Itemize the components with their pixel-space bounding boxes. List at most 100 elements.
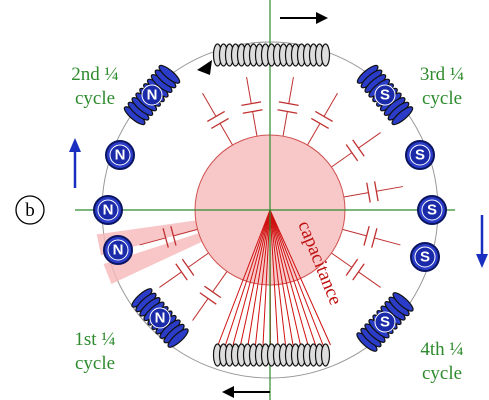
magnet-pole — [141, 84, 163, 106]
fan-line — [247, 209, 271, 346]
wire — [252, 111, 258, 137]
plate — [204, 285, 222, 299]
plate — [363, 226, 370, 246]
plate — [371, 228, 378, 248]
coil — [212, 43, 331, 67]
wire — [323, 92, 338, 117]
plate — [170, 226, 177, 246]
quarter-sub: cycle — [75, 353, 115, 374]
magnet-pole — [414, 246, 436, 268]
fan-line — [269, 209, 324, 346]
plate — [373, 181, 379, 202]
winding — [391, 106, 414, 126]
magnet-label: S — [380, 87, 390, 104]
fan-line — [225, 209, 271, 346]
plate — [315, 110, 333, 123]
magnet-pole — [97, 199, 119, 221]
wire — [307, 123, 321, 146]
plate — [352, 139, 365, 157]
wire — [219, 123, 233, 146]
magnet-label: N — [115, 147, 126, 164]
winding — [158, 64, 181, 84]
magnet-pole — [374, 84, 396, 106]
wire — [331, 152, 353, 168]
winding — [320, 43, 331, 67]
magnet-pole — [374, 311, 396, 333]
quarter-sub: cycle — [422, 363, 462, 384]
plate — [241, 101, 262, 107]
magnet-label: S — [427, 202, 437, 219]
fan-line — [262, 209, 271, 346]
arrows — [69, 12, 488, 398]
plate — [278, 101, 299, 107]
plate — [211, 117, 229, 129]
magnet-label: S — [420, 249, 430, 266]
magnet-pole — [109, 144, 131, 166]
magnet-label: N — [155, 310, 166, 327]
wire — [343, 192, 369, 198]
plate — [181, 258, 195, 276]
magnet-label: S — [380, 314, 390, 331]
panel-badge — [15, 195, 45, 225]
magnets: N N N N N S S S S S — [93, 84, 447, 333]
magnet-label: N — [147, 87, 158, 104]
magnet-pole — [421, 199, 443, 221]
wire — [173, 228, 198, 237]
quarter-sub: cycle — [422, 88, 462, 109]
magnet-pole — [107, 239, 129, 261]
panel-label: b — [25, 200, 35, 221]
plate — [345, 144, 359, 162]
fan-line — [269, 209, 309, 346]
fan-lines — [217, 209, 331, 346]
fan-line — [255, 209, 271, 346]
plate — [199, 292, 217, 305]
fan-line — [269, 209, 279, 346]
quarter-sub: cycle — [75, 88, 115, 109]
plate — [242, 109, 263, 114]
wire — [212, 271, 228, 293]
wire — [187, 252, 209, 268]
wire — [374, 237, 401, 246]
fan-line — [240, 209, 271, 346]
fan-line — [269, 209, 316, 346]
plate — [207, 110, 225, 123]
winding — [392, 292, 414, 312]
wire — [139, 237, 166, 246]
plate — [345, 258, 359, 276]
plate — [366, 182, 371, 203]
winding — [167, 328, 189, 348]
magnet-label: S — [415, 147, 425, 164]
magnet-pole — [409, 144, 431, 166]
coils — [123, 43, 414, 367]
fan-line — [269, 209, 331, 346]
fan-line — [269, 209, 294, 346]
wire — [358, 132, 381, 149]
wire — [288, 76, 294, 104]
plate — [162, 228, 169, 248]
magnet-pole — [149, 307, 171, 329]
winding — [320, 343, 331, 367]
wire — [159, 271, 182, 288]
fan-line — [217, 209, 271, 346]
fan-line — [232, 209, 271, 346]
fan-line — [269, 209, 301, 346]
quarter-title: 1st ¼ — [74, 329, 115, 350]
wire — [358, 271, 381, 288]
wire — [282, 111, 288, 137]
wire — [376, 186, 404, 192]
plate — [175, 263, 188, 281]
wire — [342, 228, 367, 237]
quarter-title: 4th ¼ — [420, 339, 463, 360]
plate — [352, 263, 365, 281]
wire — [192, 298, 209, 321]
quarter-title: 2nd ¼ — [71, 64, 119, 85]
plate — [277, 109, 298, 114]
fan-line — [269, 209, 286, 346]
magnet-label: N — [103, 202, 114, 219]
wire — [246, 76, 252, 104]
wire — [331, 252, 353, 268]
plate — [311, 117, 329, 129]
quarter-title: 3rd ¼ — [420, 64, 464, 85]
wire — [202, 92, 217, 117]
